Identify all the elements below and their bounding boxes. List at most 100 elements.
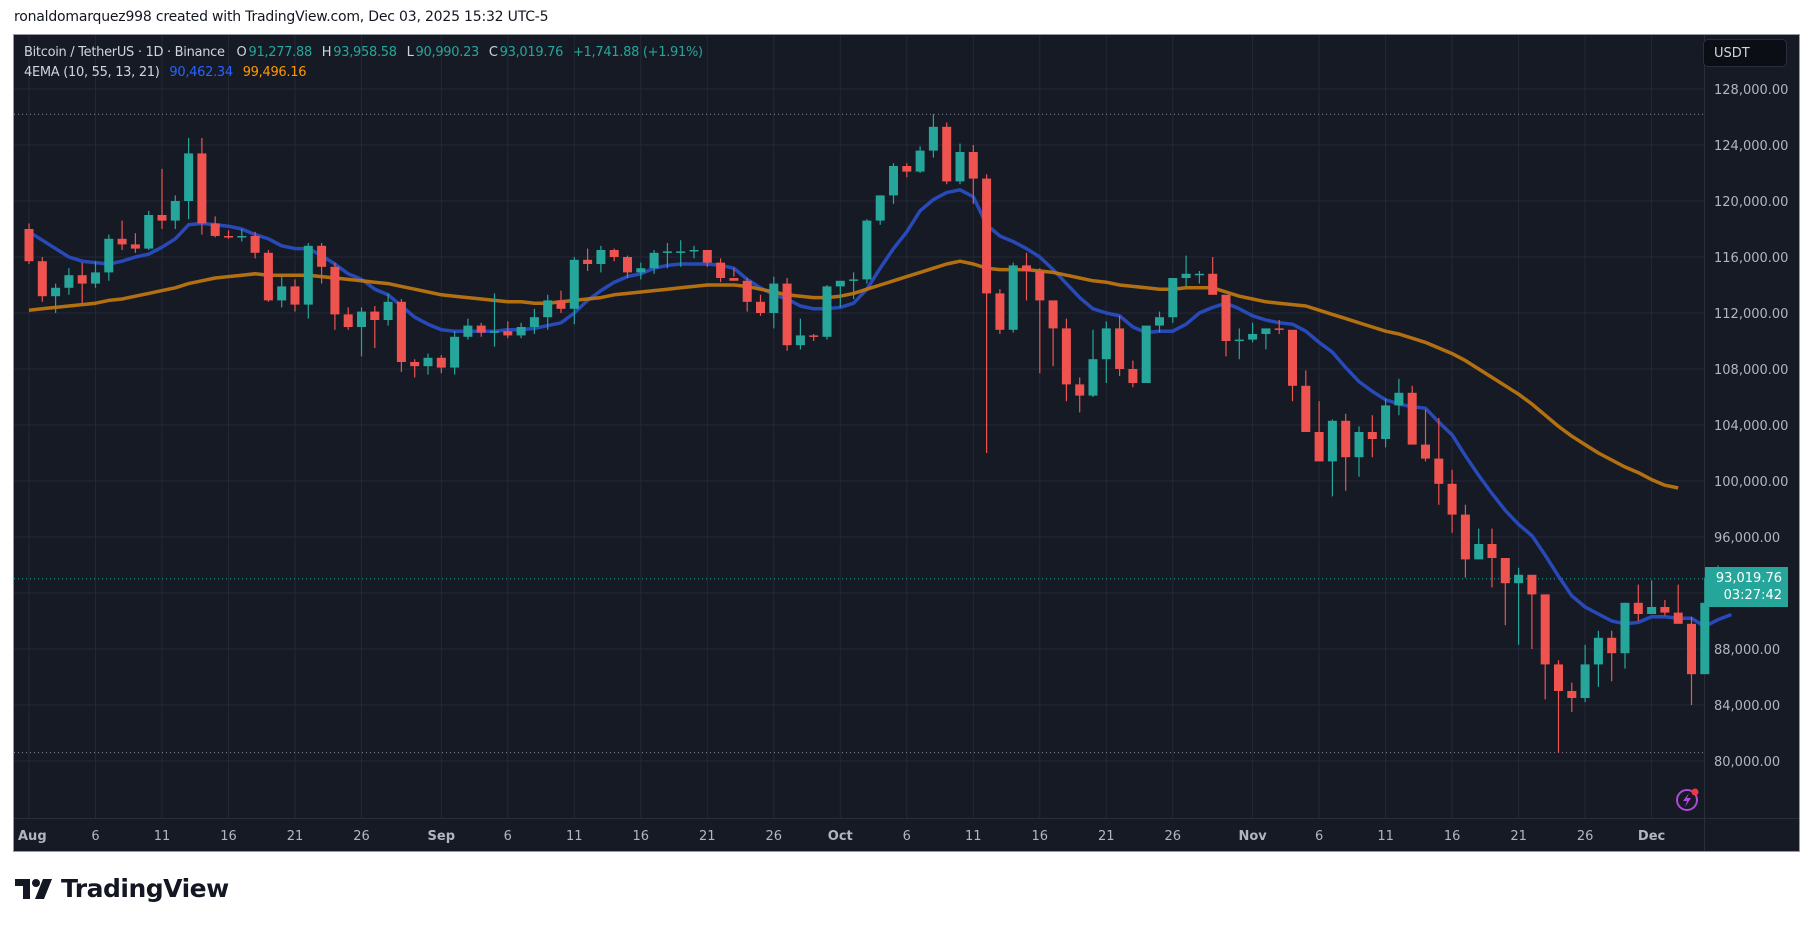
candle[interactable] (795, 318, 805, 350)
candle[interactable] (875, 195, 885, 225)
candle[interactable] (117, 220, 127, 250)
candle[interactable] (1434, 418, 1444, 505)
candle[interactable] (144, 210, 154, 250)
currency-button[interactable]: USDT (1703, 39, 1787, 67)
candle[interactable] (1181, 255, 1191, 287)
candle[interactable] (104, 234, 114, 281)
candle[interactable] (1234, 328, 1244, 360)
candle[interactable] (1593, 630, 1603, 687)
candle[interactable] (1700, 577, 1710, 675)
candle[interactable] (583, 248, 593, 271)
candle[interactable] (955, 143, 965, 185)
candle[interactable] (636, 262, 646, 280)
candle[interactable] (1221, 294, 1231, 357)
candle[interactable] (317, 243, 327, 284)
candle[interactable] (1407, 385, 1417, 445)
candle[interactable] (1141, 325, 1151, 383)
candle[interactable] (649, 250, 659, 274)
candle[interactable] (91, 261, 100, 288)
candle[interactable] (343, 307, 353, 330)
candle[interactable] (170, 195, 180, 229)
candle[interactable] (1381, 398, 1391, 448)
candle[interactable] (303, 243, 313, 319)
candle[interactable] (729, 268, 739, 281)
candle[interactable] (822, 285, 832, 340)
chart-frame[interactable]: 80,000.00 84,000.00 88,000.00 96,000.00 100,… (13, 34, 1800, 852)
candle[interactable] (1421, 409, 1430, 462)
candle[interactable] (1673, 584, 1683, 624)
candle[interactable] (1341, 413, 1351, 491)
candle[interactable] (1022, 252, 1031, 301)
candle[interactable] (396, 299, 406, 372)
candle[interactable] (1035, 268, 1045, 374)
candlestick-chart[interactable]: 80,000.00 84,000.00 88,000.00 96,000.00 100,… (14, 35, 1799, 851)
candle[interactable] (1088, 329, 1098, 397)
candle[interactable] (516, 322, 526, 339)
candle[interactable] (410, 359, 420, 378)
candle[interactable] (357, 307, 366, 357)
candle[interactable] (383, 293, 393, 326)
candle[interactable] (330, 262, 340, 330)
candle[interactable] (1314, 401, 1324, 462)
candle[interactable] (1687, 616, 1696, 705)
candle[interactable] (1367, 415, 1377, 458)
candle[interactable] (1500, 558, 1510, 626)
candle[interactable] (1660, 600, 1670, 616)
candle[interactable] (1607, 630, 1617, 682)
candle[interactable] (51, 283, 61, 313)
candle[interactable] (1194, 271, 1204, 284)
candle[interactable] (889, 163, 898, 204)
candle[interactable] (809, 334, 819, 341)
candle[interactable] (1061, 318, 1071, 402)
candle[interactable] (1527, 574, 1537, 649)
candle[interactable] (1261, 328, 1271, 350)
candle[interactable] (1554, 660, 1563, 753)
candle[interactable] (1101, 321, 1111, 383)
candle[interactable] (1274, 320, 1284, 334)
candle[interactable] (277, 275, 287, 308)
candle[interactable] (463, 318, 473, 340)
candle[interactable] (902, 163, 912, 178)
candle[interactable] (1008, 262, 1018, 333)
candle[interactable] (237, 229, 247, 242)
candle[interactable] (370, 306, 380, 348)
candle[interactable] (157, 168, 167, 229)
candle[interactable] (1633, 584, 1643, 621)
candle[interactable] (596, 245, 606, 273)
candle[interactable] (662, 243, 672, 269)
candle[interactable] (24, 223, 34, 264)
candle[interactable] (1647, 580, 1657, 614)
candle[interactable] (436, 355, 446, 374)
candle[interactable] (702, 250, 712, 267)
candle[interactable] (742, 278, 752, 312)
candle[interactable] (503, 321, 513, 339)
lightning-alert-icon[interactable] (1674, 785, 1702, 813)
candle[interactable] (1474, 528, 1484, 560)
candle[interactable] (1301, 370, 1311, 432)
candle[interactable] (716, 258, 726, 283)
candle[interactable] (928, 114, 938, 158)
candle[interactable] (942, 122, 952, 185)
candle[interactable] (77, 262, 87, 304)
candle[interactable] (862, 219, 872, 284)
candle[interactable] (1447, 469, 1457, 533)
candle[interactable] (1540, 594, 1550, 700)
candle[interactable] (543, 294, 553, 330)
candle[interactable] (1580, 644, 1590, 703)
candle[interactable] (263, 250, 273, 302)
candle[interactable] (995, 289, 1005, 334)
candle[interactable] (197, 138, 207, 235)
candle[interactable] (676, 240, 686, 267)
candle[interactable] (450, 331, 460, 375)
candle[interactable] (1115, 315, 1125, 376)
candle[interactable] (609, 248, 619, 262)
candle[interactable] (769, 276, 779, 329)
candle[interactable] (423, 353, 433, 375)
indicator-name[interactable]: 4EMA (10, 55, 13, 21) (24, 65, 160, 80)
candle[interactable] (529, 308, 539, 334)
candle[interactable] (250, 231, 260, 259)
candle[interactable] (915, 146, 925, 173)
candle[interactable] (835, 280, 845, 308)
candle[interactable] (210, 216, 220, 238)
candle[interactable] (968, 145, 978, 204)
